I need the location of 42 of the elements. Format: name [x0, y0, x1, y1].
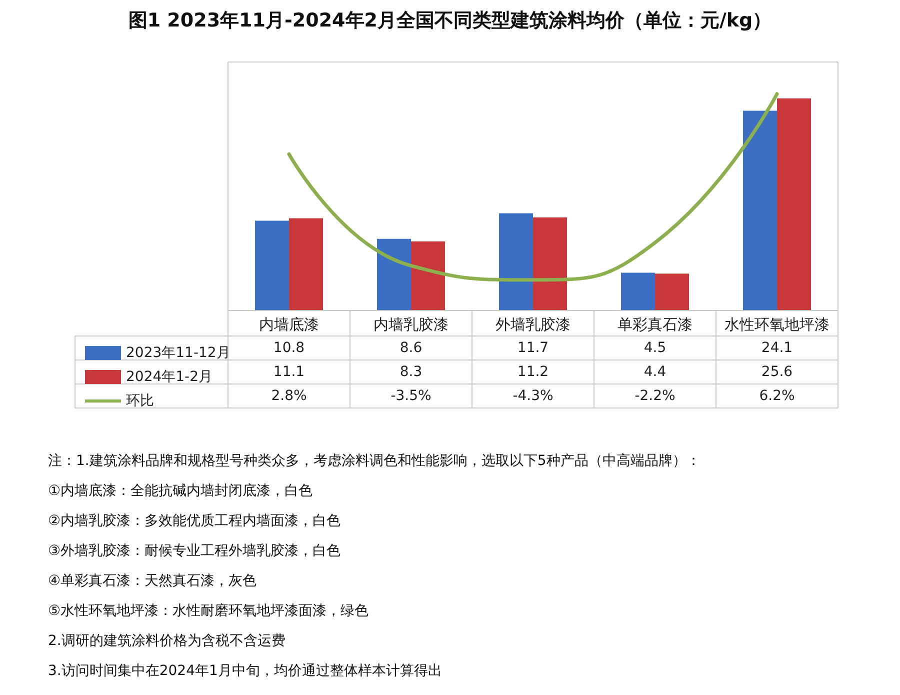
legend-label: 2023年11-12月 [126, 345, 230, 361]
data-label: 6.2% [759, 388, 795, 404]
data-label: 4.5 [644, 340, 666, 356]
x-tick-label: 内墙乳胶漆 [374, 316, 448, 334]
legend-label: 环比 [126, 393, 154, 409]
data-label: 2.8% [271, 388, 307, 404]
bar [533, 217, 567, 310]
bar [655, 274, 689, 310]
data-label: 10.8 [273, 340, 305, 356]
data-label: -3.5% [390, 388, 432, 404]
data-label: 11.2 [517, 364, 549, 380]
data-label: 8.6 [400, 340, 422, 356]
bar [289, 218, 323, 310]
x-tick-label: 外墙乳胶漆 [496, 316, 570, 334]
text: 注：1.建筑涂料品牌和规格型号种类众多，考虑涂料调色和性能影响，选取以下5种产品（中高端品牌）： [48, 452, 700, 471]
bar [377, 238, 411, 310]
x-tick-label: 水性环氧地坪漆 [724, 316, 830, 334]
text: ④单彩真石漆：天然真石漆，灰色 [48, 572, 258, 591]
legend-label: 2024年1-2月 [126, 369, 212, 385]
bar [411, 241, 445, 310]
text: ②内墙乳胶漆：多效能优质工程内墙面漆，白色 [48, 512, 342, 531]
text: ①内墙底漆：全能抗碱内墙封闭底漆，白色 [48, 482, 314, 501]
data-label: -2.2% [634, 388, 676, 404]
data-label: 11.1 [273, 364, 305, 380]
bar [621, 272, 655, 310]
text: 3.访问时间集中在2024年1月中旬，均价通过整体样本计算得出 [48, 662, 443, 681]
data-label: 25.6 [761, 364, 793, 380]
bar [743, 110, 777, 310]
data-label: 4.4 [644, 364, 666, 380]
x-tick-label: 内墙底漆 [259, 316, 319, 334]
text: ⑤水性环氧地坪漆：水性耐磨环氧地坪漆面漆，绿色 [48, 602, 370, 621]
data-label: 11.7 [517, 340, 549, 356]
chart-title: 图1 2023年11月-2024年2月全国不同类型建筑涂料均价（单位：元/kg） [128, 10, 772, 32]
bar [777, 98, 811, 310]
data-label: 8.3 [400, 364, 422, 380]
text: ③外墙乳胶漆：耐候专业工程外墙乳胶漆，白色 [48, 542, 342, 561]
x-tick-label: 单彩真石漆 [618, 316, 692, 334]
text: 2.调研的建筑涂料价格为含税不含运费 [48, 632, 286, 651]
bar [499, 213, 533, 310]
bar [255, 220, 289, 310]
data-label: 24.1 [761, 340, 793, 356]
data-label: -4.3% [512, 388, 554, 404]
